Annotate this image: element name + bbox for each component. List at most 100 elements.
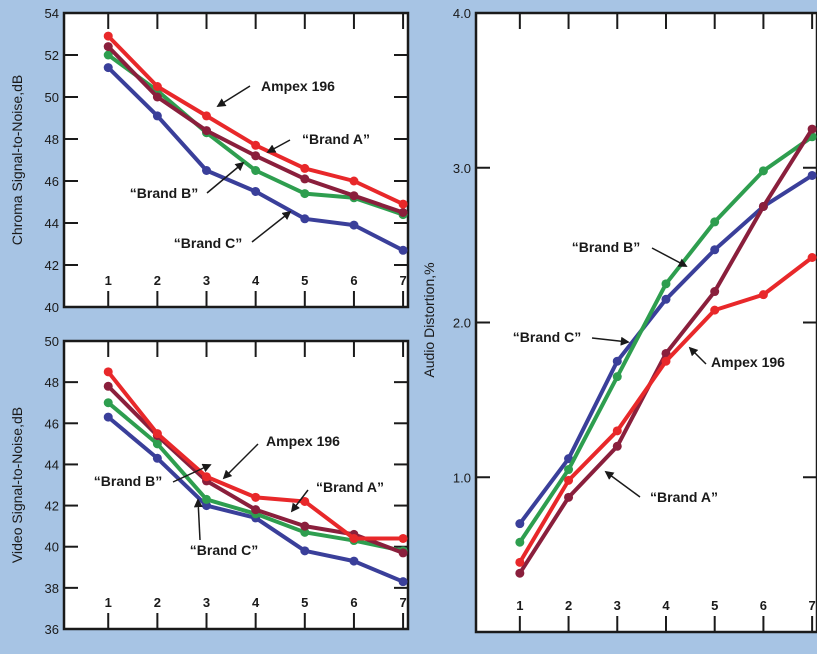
panel-audio: 1 2 3 4 5 6 7 1.0 2.0 3.0 4.0 Audio Distortion,% “Br… <box>421 6 817 634</box>
y-tick-label: 42 <box>45 499 59 514</box>
y-tick-label: 2.0 <box>453 316 471 331</box>
data-point-ampex-196 <box>202 472 212 482</box>
annotation-label-brand-c: “Brand C” <box>190 542 258 558</box>
data-point-brand-a <box>251 505 261 515</box>
annotation-arrow-brand-a <box>266 139 291 153</box>
data-point-ampex-196 <box>251 492 261 502</box>
data-point-brand-a <box>398 548 408 558</box>
data-point-brand-b <box>300 189 310 199</box>
annotation-arrow-ampex-196 <box>216 85 251 107</box>
data-point-brand-c <box>251 187 261 196</box>
data-point-brand-b <box>564 465 574 475</box>
y-tick-label: 36 <box>45 622 59 637</box>
data-point-ampex-196 <box>103 367 113 377</box>
annotation-arrow-brand-a <box>290 489 309 513</box>
annotation-arrow-brand-b <box>206 161 245 194</box>
data-point-brand-b <box>300 527 310 537</box>
annotation-label-ampex-196: Ampex 196 <box>711 354 785 370</box>
x-tick-label: 5 <box>711 598 718 613</box>
data-point-ampex-196 <box>300 163 310 173</box>
annotation-label-brand-c: “Brand C” <box>174 235 242 251</box>
data-point-brand-a <box>564 492 574 502</box>
annotation-label-brand-a: “Brand A” <box>316 479 384 495</box>
y-tick-label: 50 <box>45 334 59 349</box>
y-axis-title-audio: Audio Distortion,% <box>421 262 437 377</box>
annotation-label-brand-c: “Brand C” <box>513 329 581 345</box>
data-point-brand-c <box>103 412 113 422</box>
y-axis-title-chroma: Chroma Signal-to-Noise,dB <box>9 75 25 245</box>
data-point-brand-b <box>758 166 768 176</box>
data-point-brand-b <box>710 217 720 227</box>
y-tick-label: 40 <box>45 540 59 555</box>
x-tick-label: 3 <box>614 598 621 613</box>
data-point-brand-c <box>349 220 359 230</box>
y-tick-label: 1.0 <box>453 470 471 485</box>
annotation-arrow-brand-b <box>651 247 688 267</box>
data-point-ampex-196 <box>515 557 525 567</box>
data-point-ampex-196 <box>349 176 359 186</box>
data-point-brand-c <box>152 453 162 463</box>
data-point-brand-b <box>202 494 212 504</box>
y-tick-label: 4.0 <box>453 6 471 21</box>
series-group-audio <box>515 124 817 578</box>
data-point-brand-a <box>349 191 359 201</box>
data-point-brand-a <box>300 174 310 184</box>
data-point-ampex-196 <box>103 31 113 41</box>
data-point-brand-c <box>398 577 408 587</box>
x-tick-label: 5 <box>301 273 308 288</box>
data-point-ampex-196 <box>251 140 261 150</box>
panel-chroma: 1 2 3 4 5 6 7 40 42 44 46 48 50 52 54 Chroma Signal-to-… <box>9 6 410 315</box>
data-point-brand-c <box>300 214 310 224</box>
data-point-brand-c <box>152 111 162 121</box>
data-point-brand-a <box>103 42 113 52</box>
data-point-brand-a <box>300 521 310 531</box>
annotation-arrow-brand-b <box>172 463 212 483</box>
data-point-brand-a <box>251 151 261 161</box>
panel-video: 1 2 3 4 5 6 7 36 38 40 42 44 46 48 50 Video Signal-to-N… <box>9 334 410 637</box>
x-tick-label: 4 <box>252 595 260 610</box>
y-tick-label: 42 <box>45 258 59 273</box>
y-tick-label: 50 <box>45 90 59 105</box>
data-point-ampex-196 <box>612 426 622 436</box>
data-point-ampex-196 <box>152 82 162 91</box>
y-tick-label: 48 <box>45 132 59 147</box>
annotation-arrow-brand-c <box>193 498 203 541</box>
x-tick-label: 2 <box>154 595 161 610</box>
annotation-arrow-ampex-196 <box>222 443 259 480</box>
annotation-label-brand-a: “Brand A” <box>650 489 718 505</box>
data-point-brand-c <box>710 245 720 255</box>
x-tick-label: 6 <box>350 273 357 288</box>
data-point-ampex-196 <box>661 356 671 366</box>
plot-area-chroma <box>62 11 410 309</box>
y-tick-label: 52 <box>45 48 59 63</box>
y-tick-label: 44 <box>45 457 59 472</box>
data-point-brand-a <box>661 348 671 358</box>
x-tick-label: 2 <box>565 598 572 613</box>
data-point-brand-a <box>807 124 817 134</box>
x-tick-label: 3 <box>203 273 210 288</box>
x-tick-label: 6 <box>760 598 767 613</box>
data-point-ampex-196 <box>152 429 162 439</box>
data-point-brand-b <box>251 166 261 175</box>
data-point-brand-c <box>202 166 212 175</box>
annotation-label-brand-a: “Brand A” <box>302 131 370 147</box>
data-point-brand-a <box>398 208 408 217</box>
series-group-video <box>103 367 408 587</box>
data-point-brand-a <box>612 441 622 451</box>
data-point-brand-c <box>202 501 212 511</box>
data-point-brand-a <box>202 126 212 136</box>
y-axis-title-video: Video Signal-to-Noise,dB <box>9 407 25 563</box>
annotation-arrow-brand-c <box>251 210 292 243</box>
data-point-brand-a <box>710 287 720 297</box>
y-tick-label: 46 <box>45 174 59 189</box>
data-point-ampex-196 <box>300 496 310 506</box>
data-point-ampex-196 <box>349 533 359 543</box>
data-point-brand-c <box>103 63 113 73</box>
y-tick-label: 44 <box>45 216 59 231</box>
data-point-brand-b <box>661 279 671 289</box>
y-tick-label: 40 <box>45 300 59 315</box>
data-point-brand-c <box>398 245 408 255</box>
data-point-brand-c <box>807 170 817 180</box>
